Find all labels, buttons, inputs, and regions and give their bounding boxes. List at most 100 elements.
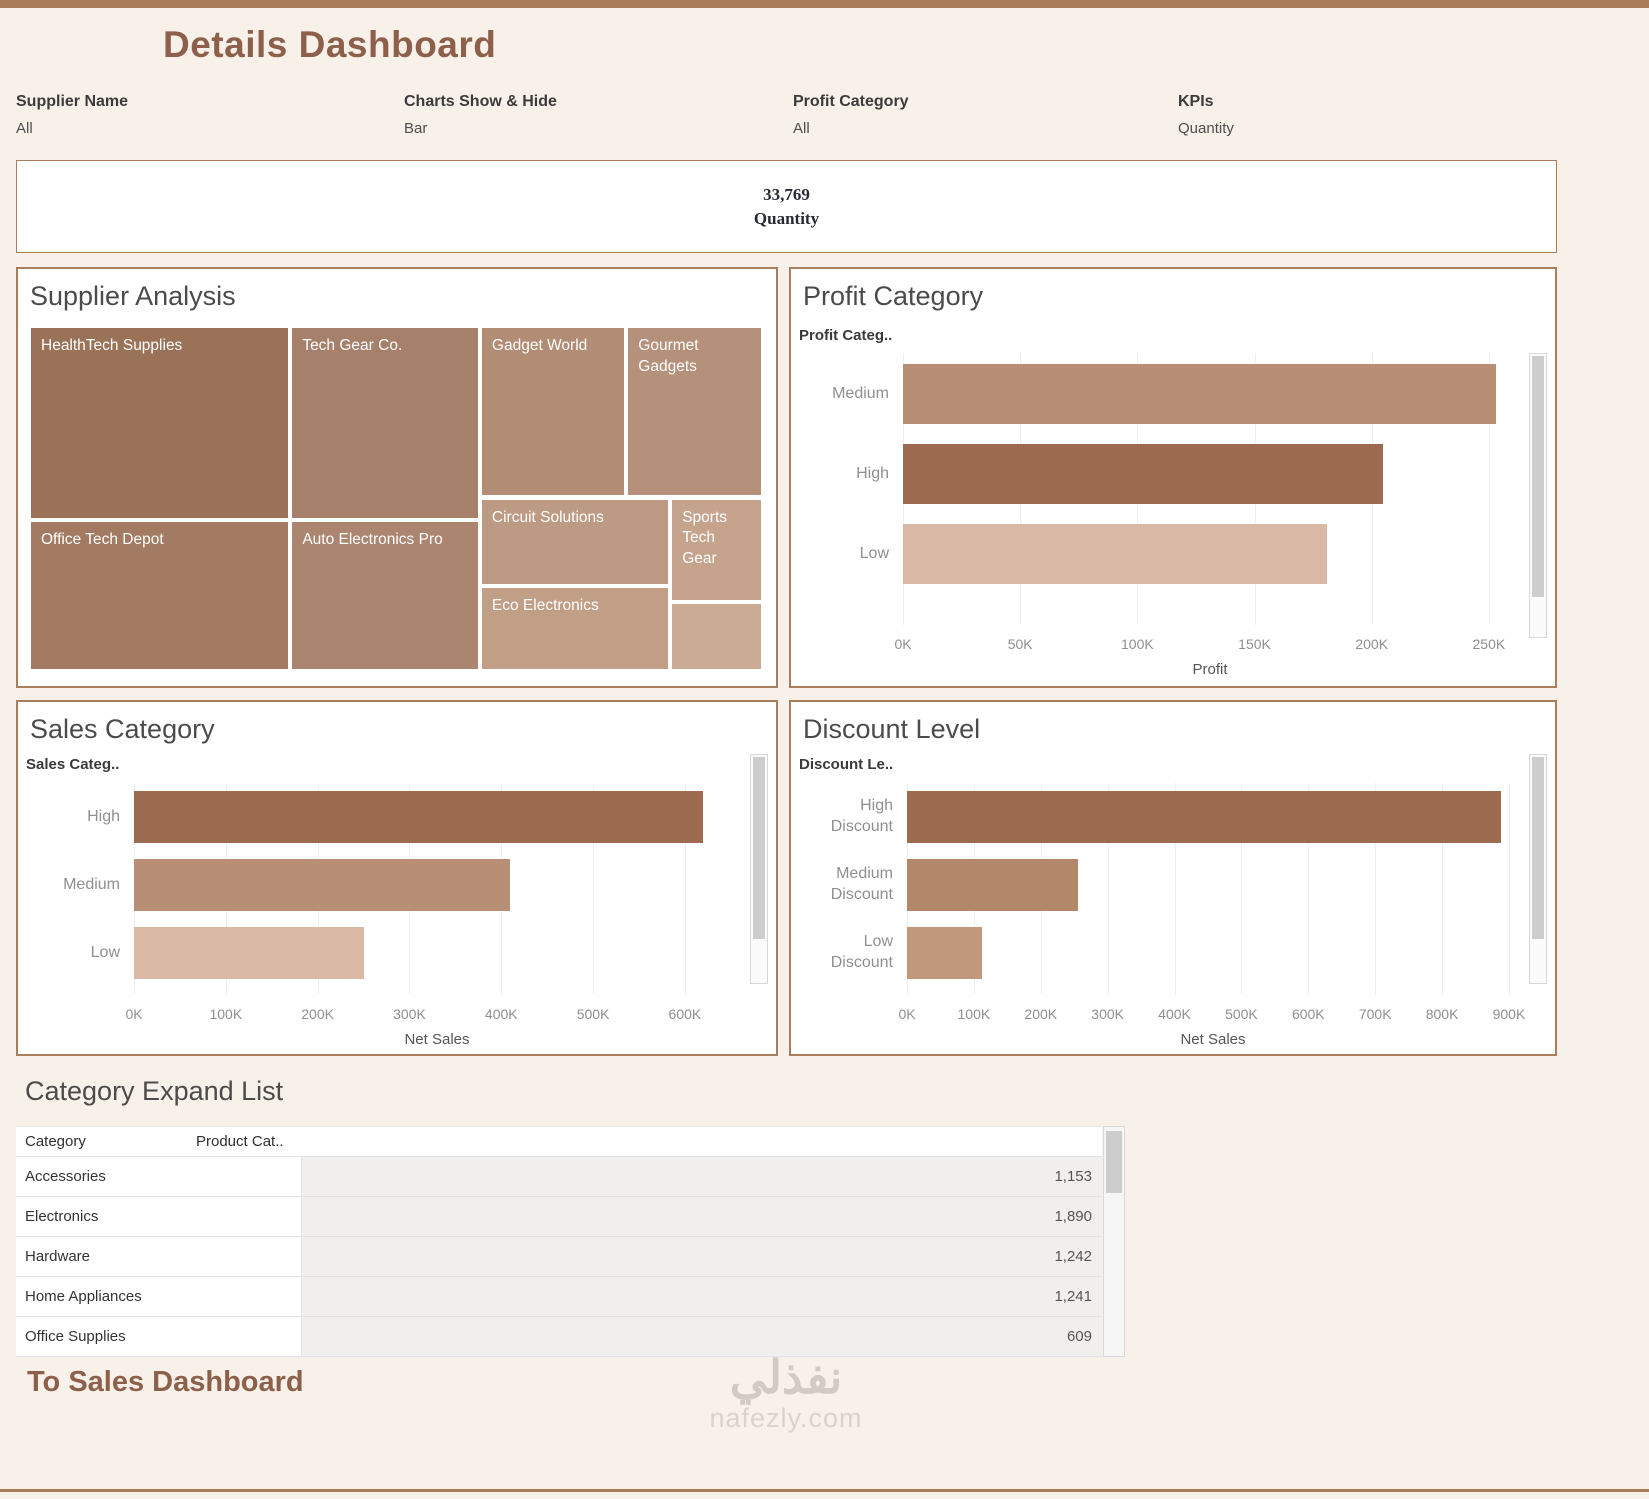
gridline [1508, 783, 1510, 995]
scrollbar-thumb[interactable] [753, 757, 765, 940]
table-scrollbar[interactable] [1103, 1126, 1125, 1357]
bar[interactable] [907, 791, 1501, 843]
profit-bar-chart: Profit Categ.. Medium High Low 0K 50K 100K 15… [799, 327, 1517, 678]
axis-tick: 500K [1225, 1006, 1258, 1022]
filter-profit-category[interactable]: Profit Category All [793, 93, 909, 137]
table-row[interactable]: Home Appliances 1,241 [16, 1277, 1102, 1317]
axis-tick: 200K [1024, 1006, 1058, 1022]
filter-value[interactable]: Quantity [1178, 120, 1234, 137]
bottom-accent-bar [0, 1489, 1649, 1492]
axis-tick: 0K [125, 1006, 143, 1022]
bar-track [903, 524, 1517, 584]
legend-title: Discount Le.. [799, 756, 894, 773]
filter-label: KPIs [1178, 93, 1214, 110]
watermark: نفذلي nafezly.com [709, 1352, 862, 1434]
plot-area: High Medium Low [26, 783, 740, 1001]
x-axis: 0K 50K 100K 150K 200K 250K [894, 631, 1517, 653]
kpi-value: 33,769 [763, 184, 810, 204]
bar[interactable] [907, 927, 982, 979]
bar[interactable] [134, 791, 704, 843]
bar-track [903, 364, 1517, 424]
table-row[interactable]: Office Supplies 609 [16, 1317, 1102, 1357]
filter-value[interactable]: All [793, 120, 810, 137]
axis-tick: 0K [894, 636, 912, 652]
treemap-cell[interactable]: Eco Electronics [480, 586, 670, 670]
bar-track [907, 791, 1519, 843]
column-header-category: Category [25, 1133, 86, 1150]
treemap-cell-label: Gourmet Gadgets [638, 337, 699, 375]
filter-value[interactable]: Bar [404, 120, 428, 137]
gridline [1308, 783, 1310, 995]
watermark-arabic: نفذلي [729, 1351, 843, 1403]
treemap-cell[interactable]: HealthTech Supplies [30, 327, 290, 520]
column-header-product-cat: Product Cat.. [196, 1133, 284, 1150]
treemap-cell[interactable]: Gadget World [480, 327, 626, 497]
bar[interactable] [903, 364, 1496, 424]
treemap-cell-label: Eco Electronics [491, 596, 599, 614]
table-row[interactable]: Accessories 1,153 [16, 1157, 1102, 1197]
bar-track [134, 859, 740, 911]
filter-value[interactable]: All [16, 120, 33, 137]
treemap-cell[interactable]: Office Tech Depot [30, 521, 290, 670]
chart-scrollbar[interactable] [750, 754, 768, 984]
category-label: Low Discount [830, 933, 893, 971]
filter-label: Profit Category [793, 93, 909, 110]
gridline [1107, 783, 1109, 995]
kpi-label: Quantity [753, 208, 820, 228]
bar-track [903, 444, 1517, 504]
x-axis: 0K 100K 200K 300K 400K 500K 600K [125, 1001, 740, 1023]
bar[interactable] [903, 444, 1384, 504]
bar-row: High [26, 783, 740, 851]
to-sales-dashboard-link[interactable]: To Sales Dashboard [27, 1366, 304, 1398]
gridline [1174, 783, 1176, 995]
legend-title: Profit Categ.. [799, 327, 893, 344]
table-row[interactable]: Hardware 1,242 [16, 1237, 1102, 1277]
x-axis-title: Profit [1192, 661, 1228, 678]
top-accent-bar [0, 0, 1649, 8]
filter-kpis[interactable]: KPIs Quantity [1178, 93, 1234, 137]
scrollbar-thumb[interactable] [1532, 356, 1544, 597]
table-body: Accessories 1,153 Electronics 1,890 Hardware… [16, 1157, 1102, 1357]
row-label: Office Supplies [16, 1317, 302, 1356]
bar[interactable] [134, 927, 364, 979]
axis-tick: 100K [209, 1006, 243, 1022]
scrollbar-thumb[interactable] [1532, 757, 1544, 940]
category-label: Medium [63, 875, 120, 893]
bar[interactable] [134, 859, 511, 911]
axis-tick: 800K [1425, 1006, 1459, 1022]
bar-track [907, 859, 1519, 911]
bar[interactable] [907, 859, 1078, 911]
axis-tick: 500K [576, 1006, 610, 1022]
filter-label: Charts Show & Hide [404, 93, 557, 110]
treemap-cell-label [672, 604, 761, 620]
bar-track [134, 791, 740, 843]
treemap-cell[interactable]: Auto Electronics Pro [291, 521, 479, 670]
treemap-cell[interactable] [671, 602, 762, 670]
x-axis-title: Net Sales [404, 1031, 470, 1048]
treemap-cell-label: Sports Tech Gear [682, 508, 728, 568]
dashboard-title: Details Dashboard [163, 24, 497, 65]
axis-tick: 300K [1091, 1006, 1124, 1022]
treemap-cell[interactable]: Tech Gear Co. [291, 327, 479, 520]
bar-row: Medium Discount [799, 851, 1519, 919]
category-label: Medium Discount [830, 865, 893, 903]
chart-scrollbar[interactable] [1529, 353, 1547, 638]
chart-scrollbar[interactable] [1529, 754, 1547, 984]
table-header: Category Product Cat.. [16, 1127, 1102, 1157]
table-row[interactable]: Electronics 1,890 [16, 1197, 1102, 1237]
bar[interactable] [903, 524, 1328, 584]
treemap-cell[interactable]: Circuit Solutions [480, 498, 670, 585]
treemap-cell[interactable]: Gourmet Gadgets [627, 327, 762, 497]
bar-track [134, 927, 740, 979]
filter-charts-show-hide[interactable]: Charts Show & Hide Bar [404, 93, 557, 137]
row-label: Electronics [16, 1197, 302, 1236]
scrollbar-thumb[interactable] [1106, 1131, 1122, 1193]
table-title: Category Expand List [25, 1076, 284, 1106]
watermark-url: nafezly.com [709, 1402, 863, 1433]
row-value: 1,890 [302, 1197, 1102, 1236]
filter-supplier-name[interactable]: Supplier Name All [16, 93, 128, 137]
category-label: High [87, 807, 120, 825]
treemap-cell[interactable]: Sports Tech Gear [671, 498, 762, 601]
treemap-cell-label: Auto Electronics Pro [302, 531, 443, 549]
panel-title: Supplier Analysis [30, 281, 236, 311]
